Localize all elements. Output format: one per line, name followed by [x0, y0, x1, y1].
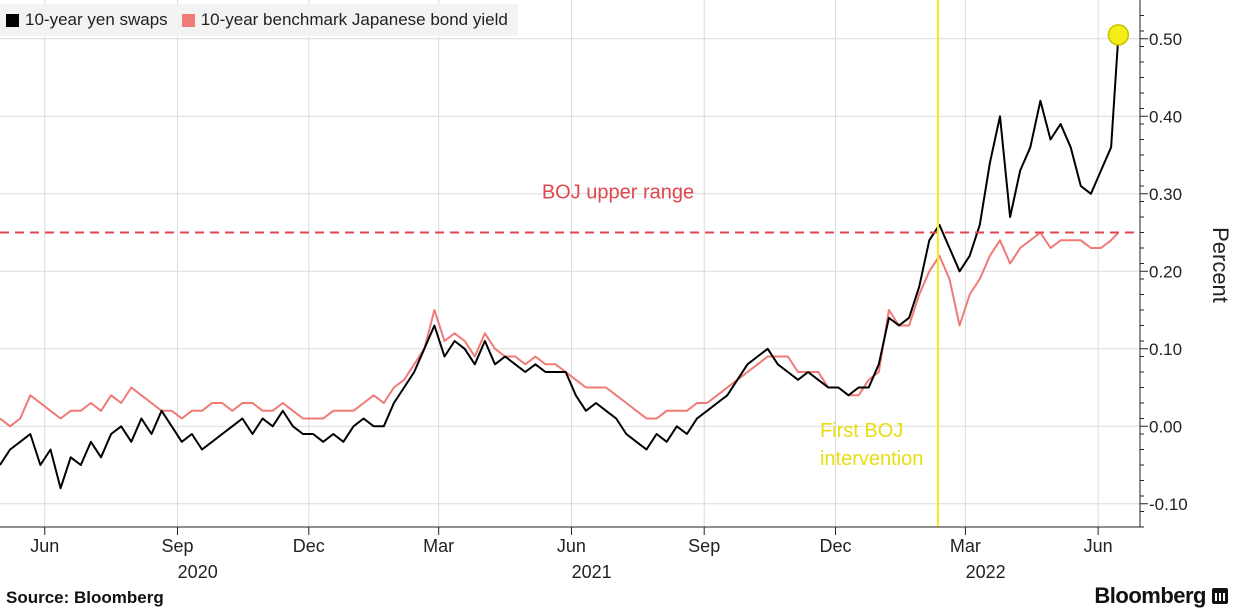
legend-item-bond-yield: 10-year benchmark Japanese bond yield: [181, 10, 508, 30]
y-tick-label: 0.50: [1149, 30, 1182, 49]
axes-group: -0.10 0.00 0.10 0.20 0.30 0.40 0.50 Jun Sep Dec Ma…: [0, 0, 1233, 582]
legend-item-yen-swaps: 10-year yen swaps: [6, 10, 168, 30]
grid-lines: [0, 0, 1140, 527]
x-year-label: 2020: [178, 562, 218, 582]
y-tick-label: 0.30: [1149, 185, 1182, 204]
brand-logo: Bloomberg: [1094, 583, 1228, 609]
brand-name: Bloomberg: [1094, 583, 1206, 608]
x-tick-label: Dec: [293, 536, 325, 556]
y-tick-label: 0.00: [1149, 417, 1182, 436]
series-line-bond-yield: [0, 231, 1120, 428]
source-note: Source: Bloomberg: [6, 588, 164, 607]
x-tick-label: Sep: [688, 536, 720, 556]
latest-value-marker: [1107, 24, 1130, 46]
overlay-group: BOJ upper range First BOJ intervention: [0, 0, 1140, 527]
series-group: [0, 34, 1120, 490]
legend-label-bond-yield: 10-year benchmark Japanese bond yield: [200, 10, 508, 29]
x-tick-label: Jun: [557, 536, 586, 556]
x-year-label: 2022: [966, 562, 1006, 582]
legend: 10-year yen swaps 10-year benchmark Japa…: [0, 4, 518, 36]
x-tick-label: Jun: [1084, 536, 1113, 556]
x-year-label: 2021: [572, 562, 612, 582]
y-tick-label: 0.10: [1149, 340, 1182, 359]
y-tick-label: -0.10: [1149, 495, 1188, 514]
boj-upper-range-label: BOJ upper range: [542, 182, 694, 204]
y-tick-label: 0.40: [1149, 107, 1182, 126]
legend-label-yen-swaps: 10-year yen swaps: [25, 10, 168, 29]
first-boj-intervention-label: First BOJ: [820, 420, 903, 442]
x-tick-label: Dec: [820, 536, 852, 556]
x-tick-label: Mar: [423, 536, 454, 556]
x-tick-label: Sep: [161, 536, 193, 556]
x-tick-label: Mar: [950, 536, 981, 556]
first-boj-intervention-label: intervention: [820, 448, 923, 470]
x-tick-label: Jun: [30, 536, 59, 556]
legend-swatch-yen-swaps: [6, 13, 19, 27]
series-line-yen-swaps: [0, 34, 1120, 490]
legend-swatch-bond-yield: [181, 13, 195, 27]
y-tick-label: 0.20: [1149, 262, 1182, 281]
y-axis-label: Percent: [1208, 227, 1233, 303]
bloomberg-terminal-icon: [1212, 588, 1228, 604]
